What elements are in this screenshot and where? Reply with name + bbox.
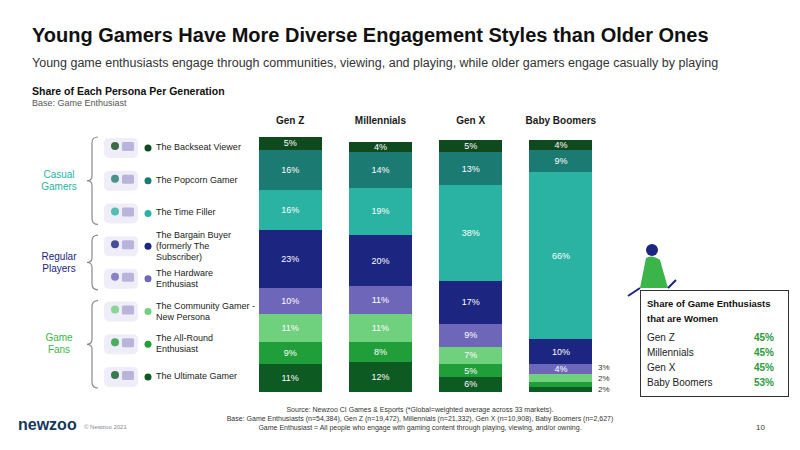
html-text:The Time Filler: The Time Filler	[156, 207, 216, 218]
html-text:The Backseat Viewer: The Backseat Viewer	[156, 142, 241, 152]
html-text:© Newzoo 2021: © Newzoo 2021	[84, 424, 127, 430]
html-text:Game Fans: Game Fans	[45, 332, 73, 356]
html-text:Gen Z: Gen Z	[647, 332, 675, 343]
html-text:Source: Newzoo CI Games & Espo: Source: Newzoo CI Games & Esports (*Glob…	[286, 406, 554, 413]
svg-text:16%: 16%	[281, 205, 299, 215]
svg-text:14%: 14%	[371, 165, 389, 175]
svg-text:11%: 11%	[372, 295, 389, 305]
svg-text:12%: 12%	[371, 372, 389, 382]
svg-text:Baby Boomers: Baby Boomers	[526, 115, 597, 126]
html-text:The All-Round Enthusiast: The All-Round Enthusiast	[156, 333, 213, 355]
svg-text:19%: 19%	[371, 206, 389, 216]
svg-text:5%: 5%	[464, 141, 477, 151]
svg-text:66%: 66%	[552, 251, 570, 261]
html-text:45%: 45%	[754, 362, 774, 373]
html-text:newzoo: newzoo	[18, 416, 77, 433]
svg-text:13%: 13%	[462, 164, 480, 174]
html-text:Share of Each Persona Per Gene: Share of Each Persona Per Generation	[32, 85, 225, 97]
html-text:45%: 45%	[754, 347, 774, 358]
html-text:The Hardware Enthusiast: The Hardware Enthusiast	[156, 267, 213, 289]
html-text:Casual Gamers: Casual Gamers	[41, 168, 77, 192]
html-text:Game Enthusiast = All people w: Game Enthusiast = All people who engage …	[258, 424, 582, 431]
svg-text:11%: 11%	[372, 323, 389, 333]
html-text:10: 10	[756, 423, 765, 432]
svg-text:8%: 8%	[374, 347, 387, 357]
svg-text:Millennials: Millennials	[355, 115, 407, 126]
svg-text:5%: 5%	[464, 366, 477, 376]
svg-text:38%: 38%	[462, 228, 480, 238]
svg-text:23%: 23%	[281, 254, 299, 264]
svg-text:10%: 10%	[281, 296, 299, 306]
svg-text:3%: 3%	[598, 363, 610, 372]
html-text:45%: 45%	[754, 332, 774, 343]
html-text:Baby Boomers: Baby Boomers	[647, 377, 713, 388]
svg-text:10%: 10%	[552, 347, 570, 357]
svg-text:11%: 11%	[281, 373, 298, 383]
svg-text:Gen Z: Gen Z	[276, 115, 304, 126]
svg-text:6%: 6%	[464, 379, 477, 389]
svg-text:2%: 2%	[598, 374, 610, 383]
svg-text:2%: 2%	[598, 385, 610, 394]
svg-text:9%: 9%	[284, 348, 297, 358]
html-text:Young game enthusiasts engage: Young game enthusiasts engage through co…	[32, 56, 719, 70]
svg-text:16%: 16%	[281, 165, 299, 175]
html-text:Gen X: Gen X	[647, 362, 676, 373]
html-text:Share of Game Enthusiasts that: Share of Game Enthusiasts that are Women	[647, 298, 771, 324]
svg-text:Gen X: Gen X	[456, 115, 485, 126]
svg-text:4%: 4%	[374, 142, 387, 152]
html-text:53%: 53%	[754, 377, 774, 388]
svg-text:11%: 11%	[281, 323, 298, 333]
svg-text:7%: 7%	[464, 350, 477, 360]
svg-text:9%: 9%	[464, 330, 477, 340]
svg-text:17%: 17%	[462, 297, 480, 307]
html-text:The Community Gamer - New Pers: The Community Gamer - New Persona	[156, 300, 255, 322]
html-text:Young Gamers Have More Diverse: Young Gamers Have More Diverse Engagemen…	[32, 24, 709, 46]
svg-text:9%: 9%	[554, 156, 567, 166]
html-text:Base: Game Enthusiast: Base: Game Enthusiast	[32, 98, 127, 108]
html-text:Regular Players: Regular Players	[41, 250, 77, 274]
html-text:The Popcorn Gamer: The Popcorn Gamer	[156, 174, 238, 185]
html-text:Millennials: Millennials	[647, 347, 694, 358]
svg-text:5%: 5%	[284, 138, 297, 148]
svg-text:4%: 4%	[554, 364, 567, 374]
html-text:Base: Game Enthusiasts (n=54,3: Base: Game Enthusiasts (n=54,384), Gen Z…	[226, 415, 614, 422]
html-text:The Ultimate Gamer: The Ultimate Gamer	[156, 371, 237, 381]
svg-text:4%: 4%	[554, 140, 567, 150]
svg-text:20%: 20%	[371, 256, 389, 266]
html-text:The Bargain Buyer (formerly Th: The Bargain Buyer (formerly The Subscrib…	[156, 229, 231, 262]
